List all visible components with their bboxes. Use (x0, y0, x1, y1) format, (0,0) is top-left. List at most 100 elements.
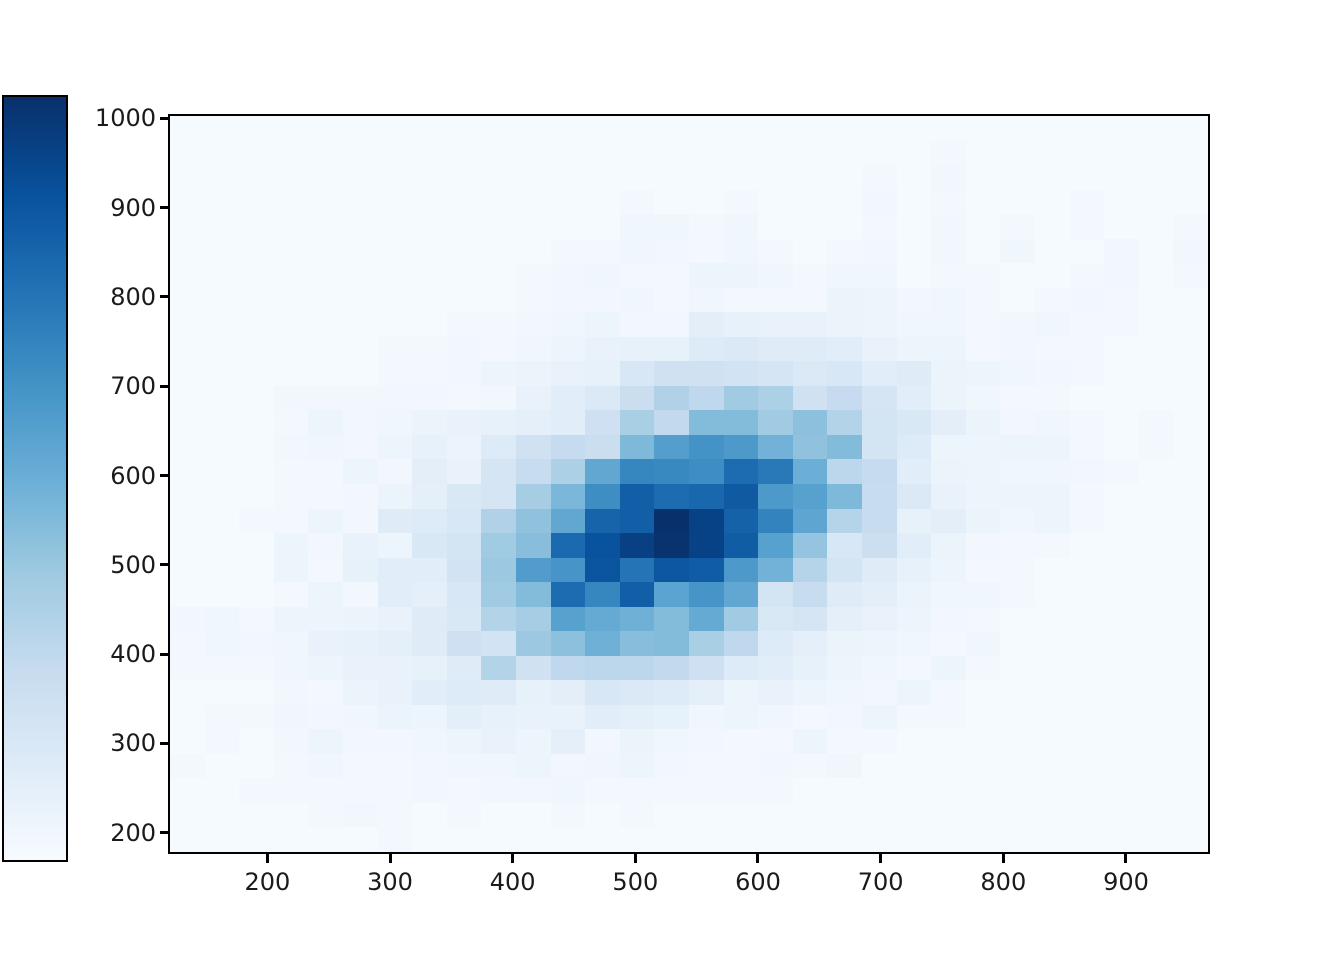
heatmap-cell (1069, 361, 1105, 386)
heatmap-cell (308, 557, 343, 583)
heatmap-cell (239, 361, 274, 386)
heatmap-cell (965, 459, 1001, 484)
heatmap-cell (377, 116, 413, 141)
heatmap-cell (758, 680, 793, 705)
heatmap-cell (861, 287, 897, 313)
heatmap-cell (1069, 434, 1105, 460)
heatmap-cell (792, 557, 828, 583)
heatmap-cell (896, 336, 932, 362)
heatmap-cell (861, 704, 897, 730)
heatmap-cell (1173, 557, 1208, 583)
heatmap-cell (239, 165, 274, 190)
heatmap-cell (412, 582, 447, 607)
x-axis-tick (756, 854, 760, 863)
heatmap-cell (481, 631, 516, 656)
heatmap-cell (1104, 655, 1139, 681)
heatmap-cell (204, 704, 240, 730)
heatmap-cell (515, 263, 551, 288)
heatmap-cell (619, 385, 655, 411)
heatmap-cell (1173, 483, 1208, 509)
heatmap-cell (1069, 483, 1105, 509)
heatmap-cell (758, 116, 793, 141)
heatmap-cell (170, 827, 205, 852)
heatmap-cell (1173, 312, 1208, 337)
heatmap-cell (515, 582, 551, 607)
heatmap-cell (1069, 385, 1105, 411)
heatmap-cell (792, 729, 828, 754)
heatmap-cell (1034, 214, 1070, 239)
heatmap-cell (931, 336, 966, 362)
heatmap-cell (481, 459, 516, 484)
heatmap-cell (758, 140, 793, 166)
heatmap-cell (446, 434, 482, 460)
heatmap-cell (792, 655, 828, 681)
heatmap-cell (170, 606, 205, 632)
heatmap-cell (170, 729, 205, 754)
heatmap-cell (792, 631, 828, 656)
heatmap-cell (412, 263, 447, 288)
heatmap-cell (273, 238, 309, 264)
heatmap-cell (758, 214, 793, 239)
heatmap-cell (446, 582, 482, 607)
heatmap-cell (1069, 802, 1105, 828)
heatmap-cell (550, 434, 586, 460)
heatmap-cell (896, 312, 932, 337)
heatmap-cell (896, 263, 932, 288)
heatmap-cell (170, 680, 205, 705)
heatmap-cell (1069, 631, 1105, 656)
heatmap-cell (1000, 361, 1035, 386)
heatmap-cell (723, 238, 759, 264)
heatmap-cell (273, 140, 309, 166)
heatmap-cell (758, 655, 793, 681)
heatmap-cell (377, 483, 413, 509)
heatmap-cell (1034, 704, 1070, 730)
heatmap-cell (827, 410, 862, 435)
heatmap-cell (481, 827, 516, 852)
heatmap-cell (446, 165, 482, 190)
heatmap-cell (204, 631, 240, 656)
heatmap-cell (827, 116, 862, 141)
heatmap-cell (342, 729, 378, 754)
heatmap-cell (550, 238, 586, 264)
heatmap-cell (585, 680, 620, 705)
heatmap-cell (1069, 655, 1105, 681)
heatmap-cell (688, 533, 724, 558)
heatmap-cell (827, 655, 862, 681)
heatmap-cell (170, 410, 205, 435)
heatmap-cell (446, 140, 482, 166)
heatmap-cell (446, 729, 482, 754)
y-tick-label: 600 (110, 461, 156, 490)
heatmap-cell (619, 116, 655, 141)
y-axis-tick (160, 206, 168, 210)
heatmap-cell (792, 238, 828, 264)
heatmap-cell (585, 410, 620, 435)
heatmap-cell (1138, 631, 1174, 656)
heatmap-cell (481, 802, 516, 828)
heatmap-cell (965, 287, 1001, 313)
heatmap-cell (931, 214, 966, 239)
heatmap-cell (896, 753, 932, 779)
heatmap-cell (965, 680, 1001, 705)
heatmap-cell (1069, 508, 1105, 534)
heatmap-cell (550, 312, 586, 337)
heatmap-cell (654, 238, 689, 264)
heatmap-cell (1138, 287, 1174, 313)
heatmap-cell (1034, 336, 1070, 362)
heatmap-cell (1138, 410, 1174, 435)
heatmap-cell (619, 753, 655, 779)
heatmap-cell (204, 680, 240, 705)
heatmap-cell (273, 189, 309, 215)
heatmap-cell (931, 753, 966, 779)
heatmap-cell (931, 361, 966, 386)
heatmap-cell (239, 631, 274, 656)
heatmap-cell (239, 557, 274, 583)
heatmap-cell (204, 238, 240, 264)
heatmap-cell (308, 680, 343, 705)
heatmap-cell (308, 655, 343, 681)
heatmap-cell (827, 238, 862, 264)
heatmap-cell (308, 778, 343, 803)
heatmap-cell (931, 312, 966, 337)
heatmap-cell (446, 508, 482, 534)
heatmap-cell (412, 361, 447, 386)
heatmap-cell (896, 165, 932, 190)
